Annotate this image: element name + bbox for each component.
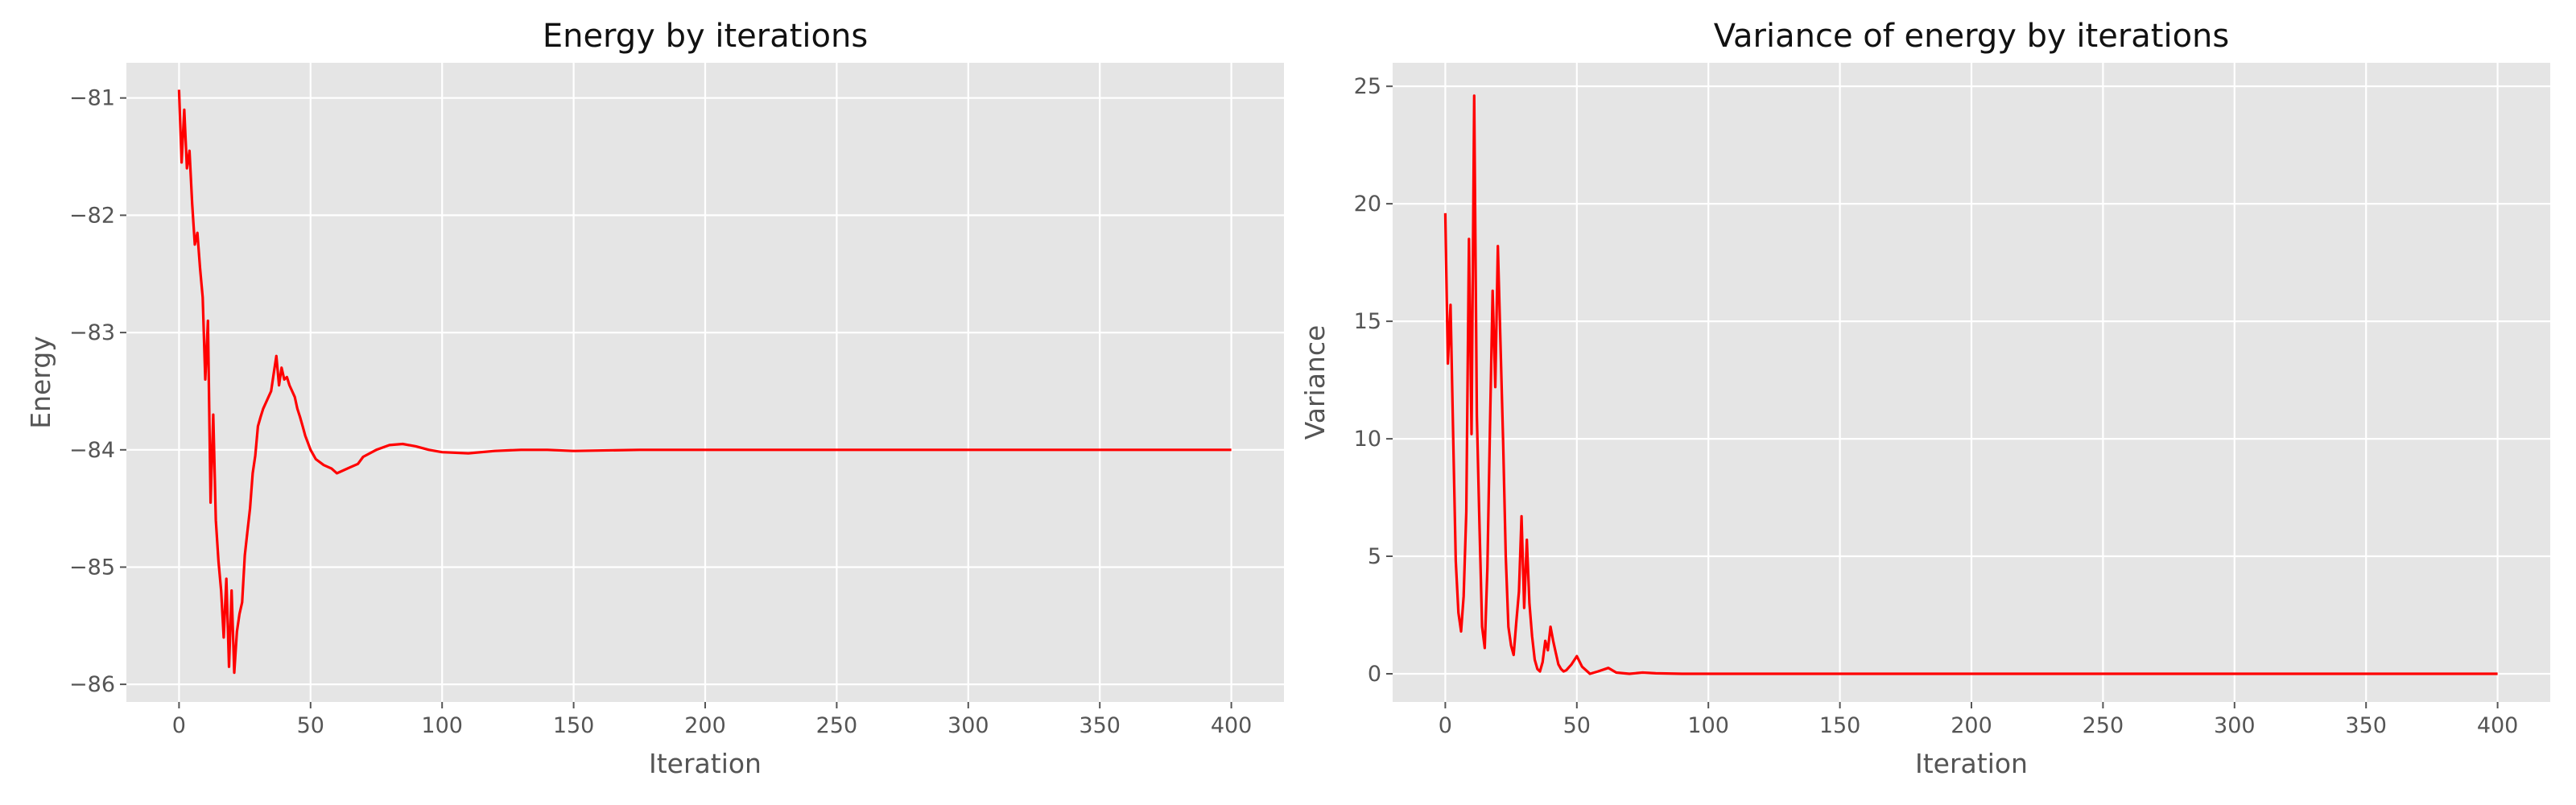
series-layer — [1443, 94, 2498, 675]
x-tick-label: 250 — [816, 713, 858, 738]
y-tick-label: 5 — [1368, 544, 1381, 569]
x-tick-label: 400 — [1211, 713, 1253, 738]
x-axis-label: Iteration — [649, 748, 762, 779]
y-axis-label: Energy — [25, 336, 56, 429]
series-line — [177, 89, 1232, 675]
x-tick-label: 150 — [553, 713, 595, 738]
y-tick-label: −84 — [69, 438, 115, 463]
x-tick-label: 250 — [2083, 713, 2124, 738]
y-tick-label: −81 — [69, 86, 115, 111]
x-tick-label: 50 — [1563, 713, 1591, 738]
x-tick-label: 100 — [421, 713, 463, 738]
x-tick-label: 350 — [2345, 713, 2387, 738]
x-tick-label: 150 — [1819, 713, 1861, 738]
x-axis-label: Iteration — [1915, 748, 2028, 779]
axis-ticks: 0 50 100 150 200 250 300 350 400 −86 −85 −84 −83 −82 −… — [69, 86, 1252, 738]
y-tick-label: 25 — [1354, 74, 1381, 99]
x-tick-label: 0 — [1439, 713, 1452, 738]
series-layer — [177, 89, 1232, 675]
x-tick-label: 300 — [947, 713, 989, 738]
chart-title: Energy by iterations — [543, 18, 868, 55]
grid-lines — [126, 63, 1284, 702]
y-tick-label: 15 — [1354, 309, 1381, 334]
x-tick-label: 200 — [684, 713, 726, 738]
y-tick-label: 10 — [1354, 427, 1381, 452]
axis-ticks: 0 50 100 150 200 250 300 350 400 0 5 10 15 20 25 — [1354, 74, 2519, 738]
variance-chart: 0 50 100 150 200 250 300 350 400 0 5 10 15 20 25 Varia… — [1299, 18, 2550, 779]
chart-title: Variance of energy by iterations — [1714, 18, 2229, 55]
x-tick-label: 100 — [1687, 713, 1729, 738]
x-tick-label: 350 — [1079, 713, 1121, 738]
x-tick-label: 50 — [297, 713, 324, 738]
x-tick-label: 400 — [2477, 713, 2519, 738]
y-tick-label: −82 — [69, 203, 115, 228]
y-tick-label: −86 — [69, 672, 115, 697]
y-tick-label: 20 — [1354, 192, 1381, 217]
x-tick-label: 0 — [172, 713, 186, 738]
y-tick-label: 0 — [1368, 662, 1381, 687]
y-tick-label: −85 — [69, 555, 115, 580]
y-axis-label: Variance — [1299, 325, 1331, 440]
series-line — [1443, 94, 2498, 675]
y-tick-label: −83 — [69, 320, 115, 345]
x-tick-label: 300 — [2214, 713, 2256, 738]
x-tick-label: 200 — [1951, 713, 1992, 738]
energy-chart: 0 50 100 150 200 250 300 350 400 −86 −85 −84 −83 −82 −… — [25, 18, 1284, 779]
